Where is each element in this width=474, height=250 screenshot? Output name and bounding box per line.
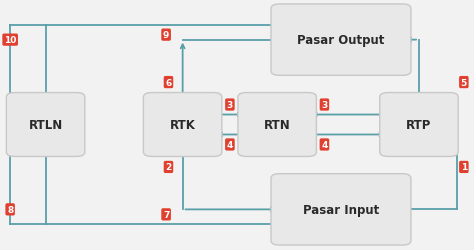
Text: Pasar Input: Pasar Input <box>303 203 379 216</box>
Text: 9: 9 <box>163 31 169 40</box>
FancyBboxPatch shape <box>6 93 85 157</box>
Text: 3: 3 <box>227 101 233 110</box>
FancyBboxPatch shape <box>144 93 222 157</box>
Text: RTLN: RTLN <box>28 118 63 132</box>
Text: RTN: RTN <box>264 118 291 132</box>
Text: Pasar Output: Pasar Output <box>297 34 385 47</box>
Text: 2: 2 <box>165 163 172 172</box>
Text: RTK: RTK <box>170 118 196 132</box>
Text: 6: 6 <box>165 78 172 87</box>
FancyBboxPatch shape <box>271 5 411 76</box>
Text: 10: 10 <box>4 36 16 45</box>
Text: 4: 4 <box>227 140 233 149</box>
FancyBboxPatch shape <box>238 93 317 157</box>
Text: 1: 1 <box>461 163 467 172</box>
Text: 4: 4 <box>321 140 328 149</box>
Text: RTP: RTP <box>406 118 432 132</box>
FancyBboxPatch shape <box>271 174 411 245</box>
FancyBboxPatch shape <box>380 93 458 157</box>
Text: 5: 5 <box>461 78 467 87</box>
Text: 8: 8 <box>7 205 13 214</box>
Text: 3: 3 <box>321 101 328 110</box>
Text: 7: 7 <box>163 210 169 219</box>
